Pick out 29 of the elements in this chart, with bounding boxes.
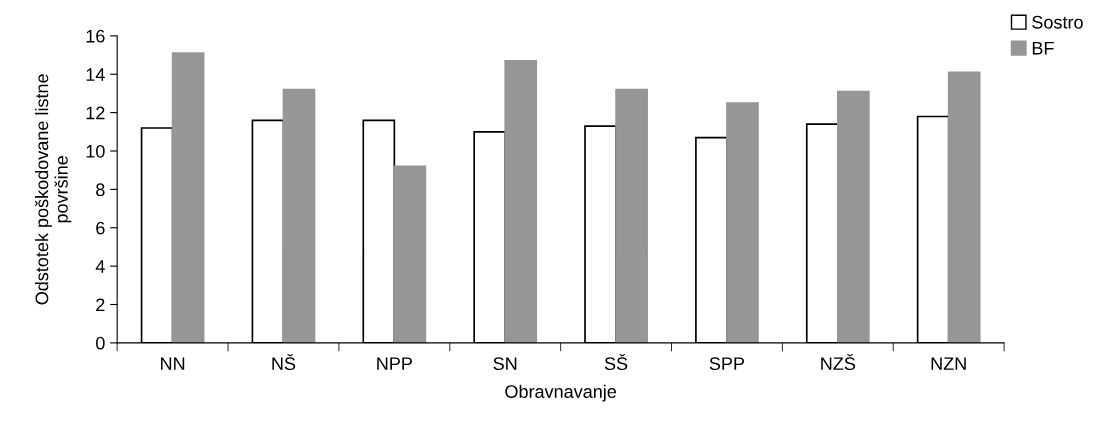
bar (504, 59, 538, 343)
y-tick-label: 2 (96, 298, 105, 312)
legend-label: Sostro (1032, 15, 1083, 29)
y-tick-label: 8 (96, 183, 105, 197)
x-tick-label: SPP (709, 357, 745, 371)
y-axis-title: Odstotek poškodovane listne površine (34, 74, 72, 305)
bar (282, 88, 316, 343)
y-tick-label: 0 (96, 336, 105, 350)
x-tick-label: SŠ (604, 354, 628, 371)
legend-label: BF (1032, 41, 1054, 55)
y-tick-label: 6 (96, 221, 105, 235)
x-tick-label: NN (161, 357, 185, 370)
bar (836, 90, 870, 343)
y-tick-label: 12 (86, 106, 105, 120)
x-tick-label: NZN (931, 357, 966, 370)
x-tick-label: NŠ (272, 354, 296, 371)
x-tick-label: SN (493, 357, 517, 371)
y-tick-label: 10 (86, 144, 105, 158)
bar (171, 52, 205, 343)
bar (615, 88, 648, 343)
y-tick-label: 4 (95, 260, 105, 273)
x-tick-label: NZŠ (821, 354, 856, 371)
x-tick-label: NPP (377, 357, 412, 370)
bar (393, 165, 427, 343)
y-tick-label: 16 (86, 29, 105, 43)
bar (726, 102, 759, 343)
y-tick-label: 14 (86, 68, 105, 81)
x-axis-title: Obravnavanje (505, 384, 617, 402)
bar (947, 71, 981, 343)
